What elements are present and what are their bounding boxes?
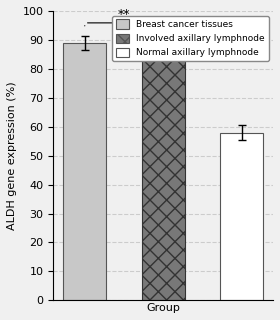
Text: **: ** <box>118 8 130 21</box>
Bar <box>220 133 263 300</box>
X-axis label: Group: Group <box>146 303 180 313</box>
Y-axis label: ALDH gene expression (%): ALDH gene expression (%) <box>7 82 17 230</box>
Legend: Breast cancer tissues, Involved axillary lymphnode, Normal axillary lymphnode: Breast cancer tissues, Involved axillary… <box>112 16 269 61</box>
Bar <box>142 52 185 300</box>
Text: *: * <box>199 17 206 30</box>
Bar <box>63 43 106 300</box>
